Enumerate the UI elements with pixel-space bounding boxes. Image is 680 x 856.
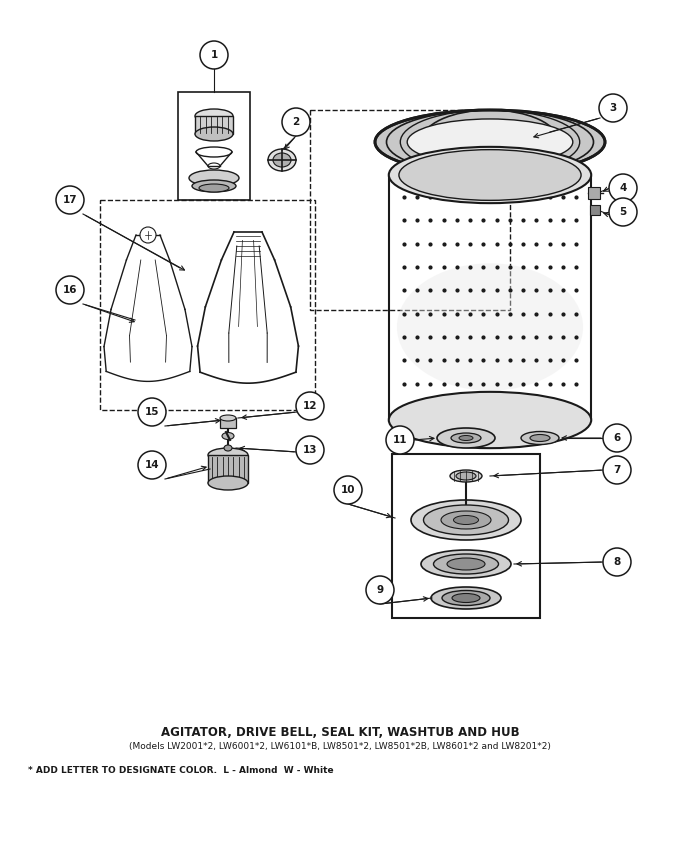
Ellipse shape xyxy=(437,428,495,448)
Text: 6: 6 xyxy=(613,433,621,443)
Ellipse shape xyxy=(407,119,573,165)
Text: * ADD LETTER TO DESIGNATE COLOR.  L - Almond  W - White: * ADD LETTER TO DESIGNATE COLOR. L - Alm… xyxy=(28,766,334,775)
Ellipse shape xyxy=(268,149,296,171)
Circle shape xyxy=(138,398,166,426)
Circle shape xyxy=(603,424,631,452)
Ellipse shape xyxy=(195,127,233,141)
Circle shape xyxy=(296,436,324,464)
Bar xyxy=(195,116,233,134)
Ellipse shape xyxy=(421,550,511,578)
Bar xyxy=(208,455,248,483)
Circle shape xyxy=(56,186,84,214)
Ellipse shape xyxy=(441,511,491,529)
Circle shape xyxy=(56,276,84,304)
Text: 3: 3 xyxy=(609,103,617,113)
Circle shape xyxy=(609,174,637,202)
Circle shape xyxy=(603,456,631,484)
Bar xyxy=(100,200,315,410)
Ellipse shape xyxy=(389,147,591,203)
Ellipse shape xyxy=(222,432,234,439)
Bar xyxy=(178,92,250,200)
Ellipse shape xyxy=(220,415,236,421)
Ellipse shape xyxy=(192,180,236,192)
Ellipse shape xyxy=(189,170,239,186)
Ellipse shape xyxy=(447,558,485,570)
Text: 13: 13 xyxy=(303,445,318,455)
Text: 10: 10 xyxy=(341,485,355,495)
Text: 8: 8 xyxy=(613,557,621,567)
Ellipse shape xyxy=(456,472,476,480)
Ellipse shape xyxy=(375,110,605,174)
Ellipse shape xyxy=(454,515,479,525)
Circle shape xyxy=(366,576,394,604)
Ellipse shape xyxy=(434,554,498,574)
Circle shape xyxy=(603,548,631,576)
Ellipse shape xyxy=(208,448,248,462)
Circle shape xyxy=(282,108,310,136)
Text: 15: 15 xyxy=(145,407,159,417)
Bar xyxy=(590,205,600,215)
Ellipse shape xyxy=(208,476,248,490)
Text: 16: 16 xyxy=(63,285,78,295)
Ellipse shape xyxy=(389,392,591,449)
Bar xyxy=(392,454,540,618)
Ellipse shape xyxy=(431,587,501,609)
Circle shape xyxy=(599,94,627,122)
Text: 12: 12 xyxy=(303,401,318,411)
Ellipse shape xyxy=(199,184,229,192)
Ellipse shape xyxy=(424,505,509,535)
Ellipse shape xyxy=(411,500,521,540)
Circle shape xyxy=(140,227,156,243)
Ellipse shape xyxy=(397,264,583,390)
Ellipse shape xyxy=(459,436,473,441)
Circle shape xyxy=(296,392,324,420)
Bar xyxy=(588,187,600,199)
Ellipse shape xyxy=(450,470,482,482)
Text: 7: 7 xyxy=(613,465,621,475)
Ellipse shape xyxy=(451,433,481,443)
Circle shape xyxy=(138,451,166,479)
Ellipse shape xyxy=(442,591,490,605)
Text: 2: 2 xyxy=(292,117,300,127)
Ellipse shape xyxy=(224,445,232,451)
Circle shape xyxy=(609,198,637,226)
Ellipse shape xyxy=(273,153,291,167)
Text: 4: 4 xyxy=(619,183,627,193)
Bar xyxy=(220,418,236,428)
Bar xyxy=(310,110,510,310)
Text: (Models LW2001*2, LW6001*2, LW6101*B, LW8501*2, LW8501*2B, LW8601*2 and LW8201*2: (Models LW2001*2, LW6001*2, LW6101*B, LW… xyxy=(129,742,551,751)
Ellipse shape xyxy=(521,431,559,444)
Text: 11: 11 xyxy=(393,435,407,445)
Ellipse shape xyxy=(452,593,480,603)
Text: 5: 5 xyxy=(619,207,627,217)
Text: 9: 9 xyxy=(377,585,384,595)
Ellipse shape xyxy=(530,435,550,442)
Text: AGITATOR, DRIVE BELL, SEAL KIT, WASHTUB AND HUB: AGITATOR, DRIVE BELL, SEAL KIT, WASHTUB … xyxy=(160,726,520,739)
Circle shape xyxy=(386,426,414,454)
Ellipse shape xyxy=(195,109,233,123)
Circle shape xyxy=(334,476,362,504)
Ellipse shape xyxy=(399,150,581,200)
Text: 14: 14 xyxy=(145,460,159,470)
Text: 17: 17 xyxy=(63,195,78,205)
Circle shape xyxy=(200,41,228,69)
Text: 1: 1 xyxy=(210,50,218,60)
